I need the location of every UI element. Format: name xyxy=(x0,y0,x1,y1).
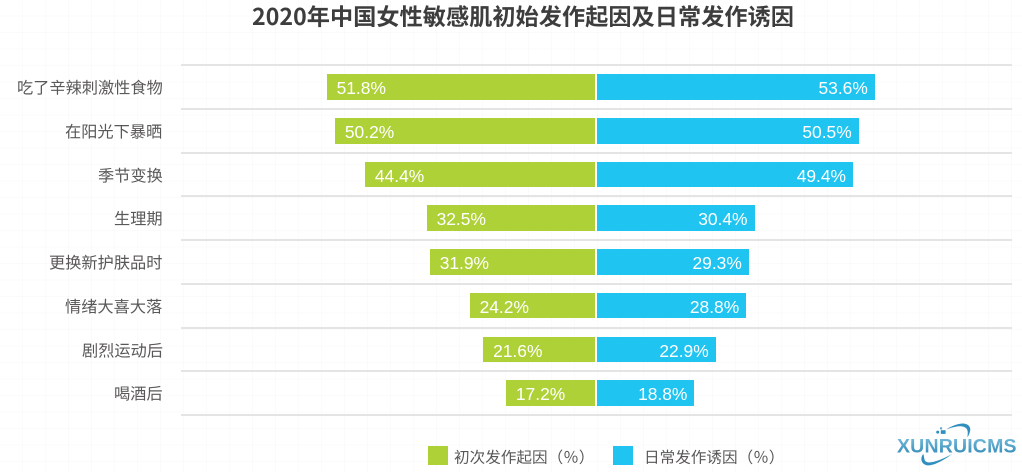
svg-text:XUNRUICMS: XUNRUICMS xyxy=(897,436,1016,458)
